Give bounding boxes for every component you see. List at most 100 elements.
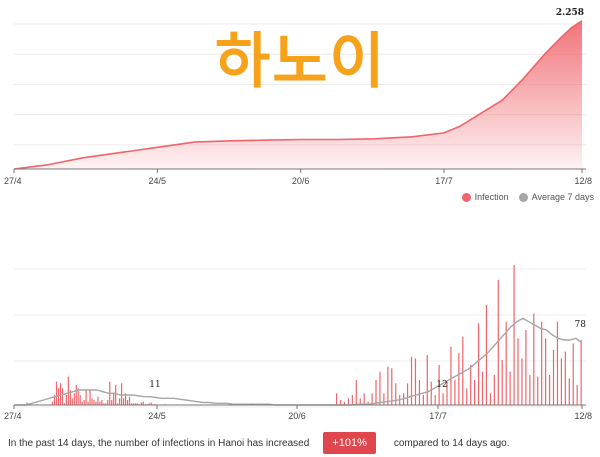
daily-bar xyxy=(107,400,109,405)
daily-bar xyxy=(426,355,428,405)
daily-bar xyxy=(65,395,67,405)
daily-bar xyxy=(103,403,105,405)
average-7-days-line xyxy=(14,317,583,406)
annotation-label: 12 xyxy=(436,380,447,390)
daily-bar xyxy=(521,358,523,405)
daily-bar xyxy=(115,385,117,405)
daily-bar xyxy=(560,358,562,405)
daily-bar xyxy=(87,401,89,405)
legend-infection[interactable]: Infection xyxy=(461,192,509,202)
daily-bar xyxy=(101,400,103,405)
x-tick-label: 12/8 xyxy=(574,176,592,186)
increase-badge: +101% xyxy=(323,432,376,454)
annotation-label: 11 xyxy=(149,380,160,390)
daily-bar xyxy=(418,380,420,405)
daily-bar xyxy=(53,395,56,405)
daily-bar xyxy=(83,400,85,405)
daily-bar xyxy=(505,321,507,405)
daily-bar xyxy=(391,368,393,405)
daily-bar xyxy=(501,360,503,405)
daily-bar xyxy=(552,350,555,405)
daily-bar xyxy=(73,393,75,405)
daily-bar xyxy=(481,371,484,405)
daily-bar xyxy=(454,380,456,405)
daily-bar xyxy=(71,398,73,405)
infection-line xyxy=(13,20,583,170)
daily-bar xyxy=(533,313,535,405)
daily-bar xyxy=(470,365,472,405)
daily-bar xyxy=(462,336,464,405)
daily-bar xyxy=(57,388,60,405)
daily-bar xyxy=(548,375,551,405)
daily-bar xyxy=(509,371,511,405)
daily-bar xyxy=(140,402,142,405)
x-tick-label: 27/4 xyxy=(4,411,22,420)
daily-bar xyxy=(489,393,491,405)
daily-bar xyxy=(430,381,432,405)
daily-bar xyxy=(556,321,559,405)
summary-footer: In the past 14 days, the number of infec… xyxy=(8,432,598,454)
x-tick-label: 24/5 xyxy=(148,411,166,420)
daily-bar xyxy=(148,403,150,405)
daily-bar xyxy=(26,402,28,405)
daily-bar xyxy=(474,380,476,405)
daily-bar xyxy=(410,356,413,405)
daily-bar xyxy=(347,398,349,405)
daily-bar xyxy=(136,403,138,405)
x-tick-label: 17/7 xyxy=(429,411,447,420)
daily-bar xyxy=(142,401,144,405)
daily-bar xyxy=(477,323,480,405)
legend-average[interactable]: Average 7 days xyxy=(518,192,594,202)
legend-infection-label: Infection xyxy=(474,192,509,202)
daily-bar xyxy=(525,330,527,405)
daily-bar xyxy=(446,381,448,405)
daily-bar xyxy=(117,403,119,405)
daily-bar xyxy=(466,388,468,405)
daily-bar xyxy=(111,400,113,405)
daily-bar xyxy=(91,398,93,405)
daily-bar xyxy=(79,395,81,405)
daily-bar xyxy=(75,385,77,405)
daily-bar xyxy=(113,393,115,405)
daily-bar xyxy=(442,393,444,405)
daily-bar xyxy=(81,401,83,405)
daily-bar xyxy=(379,371,381,405)
daily-bar xyxy=(77,388,79,405)
daily-infection-chart: 27/4 24/5 20/6 17/7 12/8 11 12 78 xyxy=(4,265,592,420)
daily-bar xyxy=(89,390,91,405)
daily-bar xyxy=(132,403,135,405)
daily-bar xyxy=(568,378,570,405)
daily-bar xyxy=(517,338,519,405)
daily-bar xyxy=(537,376,539,405)
summary-text-after: compared to 14 days ago. xyxy=(393,437,510,449)
daily-bar xyxy=(67,376,69,405)
summary-text-before: In the past 14 days, the number of infec… xyxy=(8,437,310,449)
daily-bar xyxy=(422,395,424,405)
daily-bar xyxy=(564,351,566,405)
daily-bar xyxy=(406,383,409,405)
daily-bar xyxy=(351,395,353,405)
daily-bar xyxy=(126,400,129,405)
infection-area xyxy=(14,20,582,169)
daily-bar xyxy=(367,401,369,405)
daily-bar xyxy=(493,375,495,405)
daily-bar xyxy=(134,403,136,405)
x-tick-label: 24/5 xyxy=(149,176,167,186)
daily-bar xyxy=(363,393,365,405)
daily-bar xyxy=(120,383,123,405)
daily-bar xyxy=(85,390,87,405)
legend-average-label: Average 7 days xyxy=(531,192,594,202)
daily-bar xyxy=(124,393,127,405)
daily-bar xyxy=(387,366,389,405)
daily-bar xyxy=(395,383,397,405)
cumulative-infection-chart: 27/4 24/5 20/6 17/7 12/8 2.258 xyxy=(4,8,592,186)
daily-bar xyxy=(59,383,62,405)
overlay-title: 하노이 xyxy=(215,27,387,97)
daily-bar xyxy=(61,388,64,405)
daily-bar xyxy=(51,401,54,405)
daily-bar xyxy=(97,396,99,405)
chart-legend: Infection Average 7 days xyxy=(461,192,594,202)
daily-bar xyxy=(485,305,488,405)
daily-bar xyxy=(513,265,515,405)
daily-bar xyxy=(55,381,58,405)
